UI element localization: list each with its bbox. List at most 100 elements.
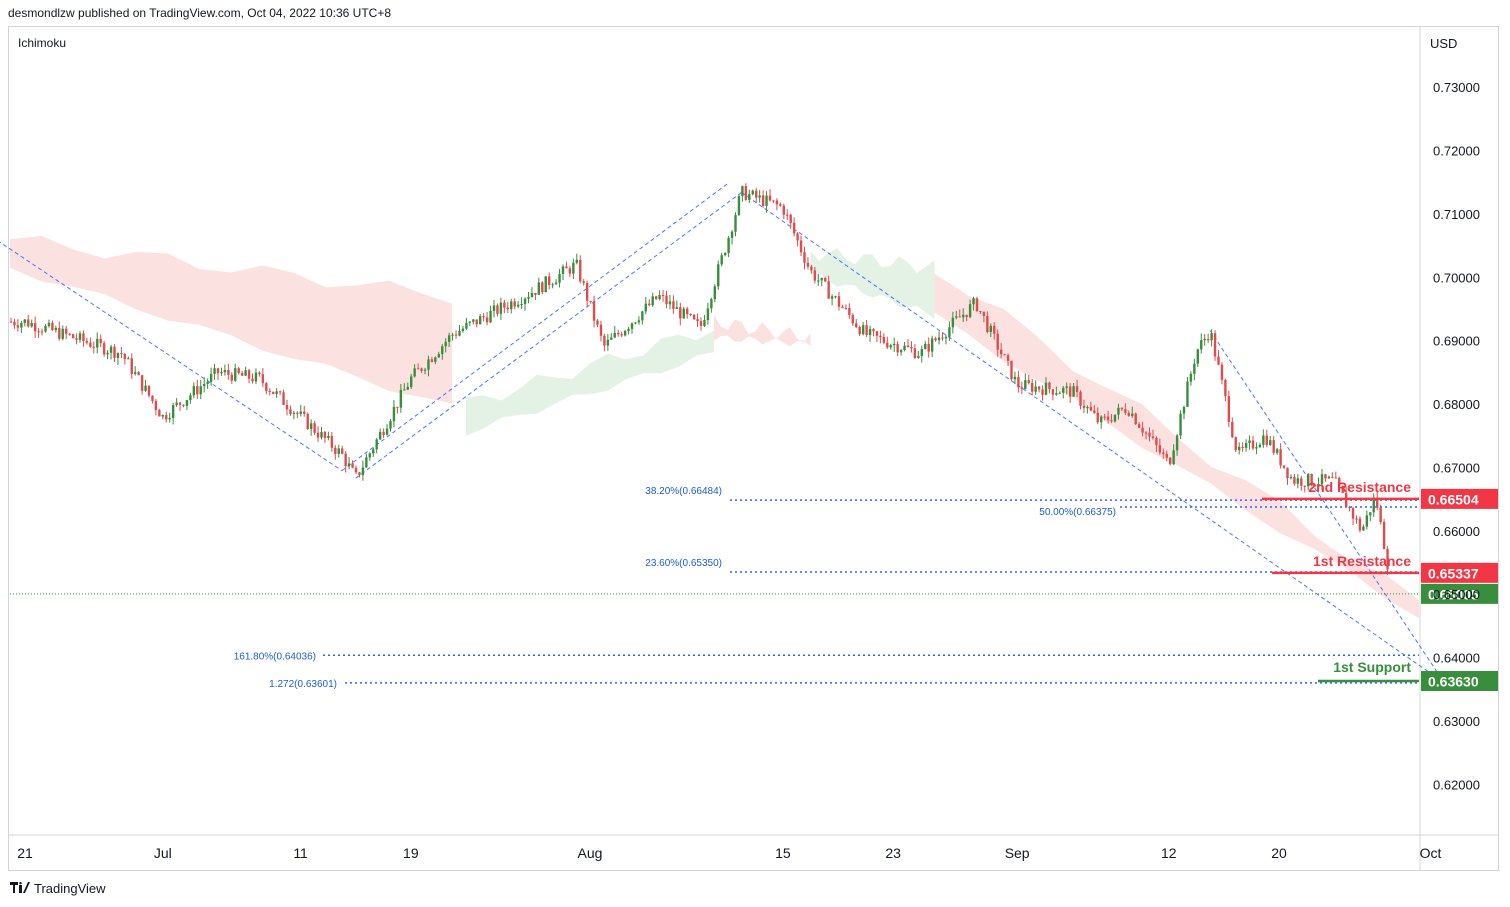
candle-up [893, 344, 896, 346]
candle-down [844, 307, 848, 309]
fib-level-label: 50.00%(0.66375) [1039, 507, 1116, 518]
candle-down [1051, 389, 1055, 395]
candle-up [423, 369, 427, 371]
time-tick: Oct [1420, 845, 1442, 861]
candle-up [479, 316, 482, 325]
candle-up [223, 369, 227, 373]
candle-down [986, 316, 989, 332]
candle-up [751, 190, 754, 195]
candle-down [1206, 338, 1210, 341]
candle-up [955, 316, 958, 318]
candle-down [282, 392, 285, 405]
candle-down [65, 328, 68, 334]
candle-down [89, 342, 92, 347]
candle-down [75, 338, 78, 340]
candle-down [227, 369, 230, 375]
candle-up [1275, 449, 1279, 453]
indicator-label[interactable]: Ichimoku [18, 36, 67, 50]
fib-level-label: 23.60%(0.65350) [645, 558, 722, 569]
candle-up [734, 215, 737, 232]
candle-down [196, 386, 199, 395]
candle-up [520, 304, 523, 306]
candle-down [344, 453, 347, 467]
trendline-4 [1209, 330, 1445, 684]
candle-up [299, 411, 302, 414]
candle-down [1331, 476, 1334, 478]
candle-up [1327, 476, 1331, 479]
candle-down [216, 368, 220, 374]
candle-up [437, 354, 440, 358]
candle-up [213, 368, 216, 374]
candle-down [27, 319, 30, 327]
candle-down [913, 348, 917, 358]
candle-down [13, 321, 16, 326]
candle-up [748, 194, 751, 200]
fib-level-label: 38.20%(0.66484) [645, 486, 722, 497]
candle-up [1117, 407, 1120, 415]
price-tick: 0.71000 [1433, 207, 1480, 222]
candle-down [541, 282, 544, 293]
candle-down [1075, 386, 1079, 392]
candle-down [482, 316, 485, 318]
candle-down [316, 432, 320, 438]
candle-up [468, 321, 472, 323]
candle-up [1193, 363, 1196, 374]
candle-up [61, 328, 64, 339]
tradingview-logo-icon[interactable] [10, 881, 30, 896]
candle-up [527, 297, 530, 299]
candle-down [1127, 412, 1130, 416]
candle-down [99, 338, 102, 344]
candle-down [617, 332, 620, 335]
candle-up [1013, 376, 1017, 380]
price-label: 0.65337 [1428, 565, 1479, 581]
trendline-3 [741, 191, 1445, 684]
candle-up [203, 384, 206, 387]
candle-down [1265, 435, 1268, 445]
candle-down [485, 317, 489, 323]
candle-down [579, 259, 582, 282]
price-tick: 0.72000 [1433, 144, 1480, 159]
time-tick: Sep [1005, 845, 1030, 861]
time-tick: Aug [578, 845, 603, 861]
candle-up [189, 395, 192, 401]
candle-up [434, 357, 437, 362]
time-tick: 23 [885, 845, 901, 861]
candle-down [692, 314, 696, 320]
candle-down [137, 372, 140, 376]
candle-down [679, 307, 682, 319]
candle-down [686, 308, 689, 315]
candle-down [334, 447, 337, 454]
candle-up [472, 319, 475, 322]
candle-down [496, 305, 499, 314]
candle-down [1141, 427, 1144, 433]
candle-down [154, 401, 158, 410]
price-tick: 0.68000 [1433, 397, 1480, 412]
candle-up [1044, 382, 1048, 395]
candle-down [416, 368, 420, 370]
candle-down [1227, 396, 1231, 422]
candle-up [54, 328, 58, 331]
candle-down [289, 409, 292, 414]
candle-down [779, 204, 782, 206]
cloud-bearish-2 [714, 314, 811, 347]
candle-down [799, 240, 803, 253]
chart-frame [8, 26, 1499, 871]
footer[interactable]: TradingView [10, 881, 106, 896]
candle-up [575, 259, 578, 263]
candle-up [461, 328, 465, 331]
candle-down [872, 329, 875, 332]
candle-down [1006, 355, 1010, 361]
candle-down [9, 321, 13, 323]
candle-up [275, 391, 278, 394]
candle-down [102, 343, 106, 355]
candle-down [1137, 424, 1141, 428]
candle-up [399, 389, 403, 408]
candle-up [1362, 526, 1365, 531]
candle-up [1113, 414, 1117, 422]
candle-down [689, 314, 692, 316]
footer-brand[interactable]: TradingView [34, 881, 106, 896]
candle-down [696, 319, 699, 322]
candle-down [896, 344, 899, 353]
candle-up [447, 335, 451, 342]
